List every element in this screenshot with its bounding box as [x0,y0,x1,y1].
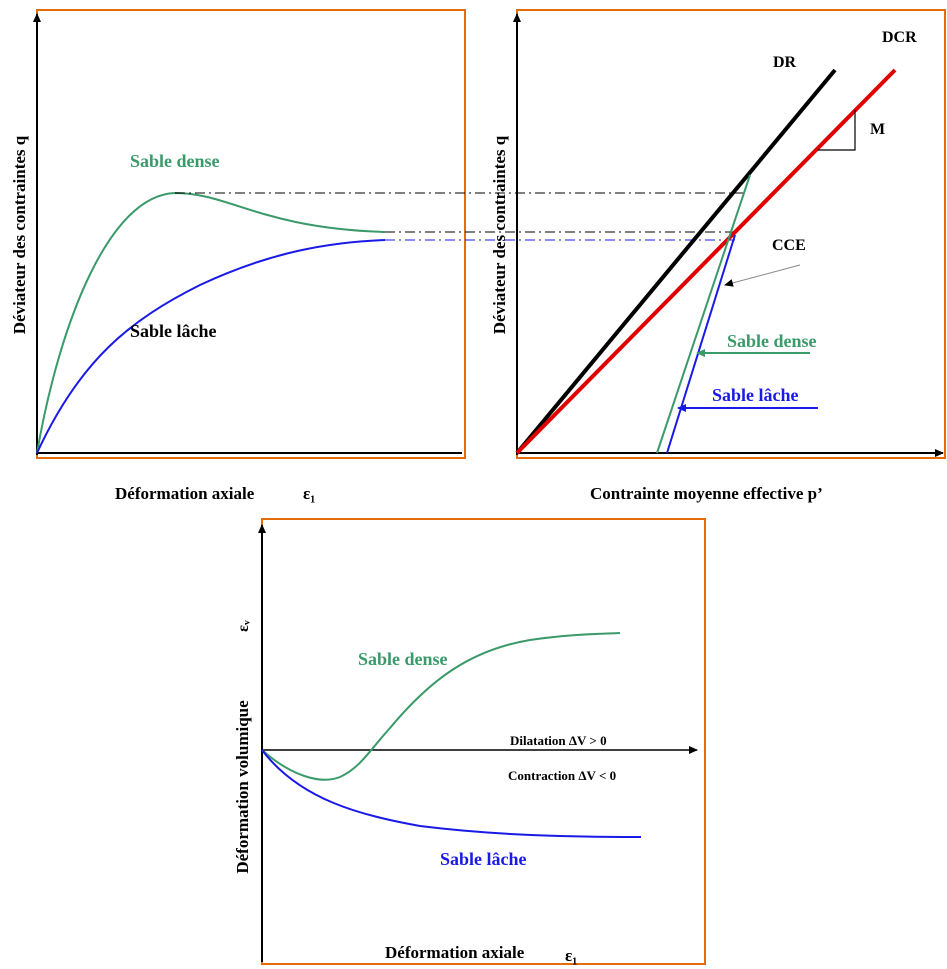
panel-2-dr-line [515,68,837,455]
panel-3-loose-curve [261,749,642,838]
panel-3-dense-label: Sable dense [358,649,448,669]
panel-3-xsymbol: ε₁ [565,946,577,965]
panel-2-cce-pointer [724,264,801,287]
panel-1-frame [36,9,466,459]
panel-1-dense-curve [36,191,386,454]
panel-2-dr-label: DR [773,54,797,71]
connector-lines [175,192,748,241]
panel-q-vs-axial-strain: Déviateur des contraintes q Sable dense … [10,9,466,503]
panel-2-xlabel: Contrainte moyenne effective p’ [590,484,823,503]
panel-1-loose-label: Sable lâche [130,321,217,341]
panel-1-loose-curve [36,239,386,454]
panel-2-loose-path [666,234,736,454]
panel-2-dcr-line [515,68,897,455]
panel-2-slope-triangle [818,110,856,151]
panel-1-dense-label: Sable dense [130,151,220,171]
panel-3-dilatation-label: Dilatation ΔV > 0 [510,733,607,748]
panel-2-dcr-label: DCR [882,29,917,46]
panel-3-loose-label: Sable lâche [440,849,527,869]
panel-1-xsymbol: ε₁ [303,484,315,503]
panel-3-contraction-label: Contraction ΔV < 0 [508,768,616,783]
panel-3-ysymbol: εᵥ [235,620,252,632]
panel-3-xlabel: Déformation axiale [385,943,525,962]
panel-2-slope-label: M [870,121,885,138]
panel-2-dense-label: Sable dense [727,331,817,351]
panel-3-dense-curve [261,632,621,781]
panel-1-ylabel: Déviateur des contraintes q [10,135,29,334]
panel-2-dense-path [656,174,751,454]
panel-volumetric-strain: Déformation volumique εᵥ Sable dense Dil… [233,518,706,965]
panel-2-loose-label: Sable lâche [712,385,799,405]
panel-2-ylabel: Déviateur des contraintes q [490,135,509,334]
panel-3-frame [261,518,706,965]
panel-1-xlabel: Déformation axiale [115,484,255,503]
panel-2-cce-label: CCE [772,237,806,254]
panel-3-ylabel: Déformation volumique [233,700,252,874]
panel-q-vs-mean-stress: Déviateur des contraintes q DR DCR M CCE… [490,9,946,503]
